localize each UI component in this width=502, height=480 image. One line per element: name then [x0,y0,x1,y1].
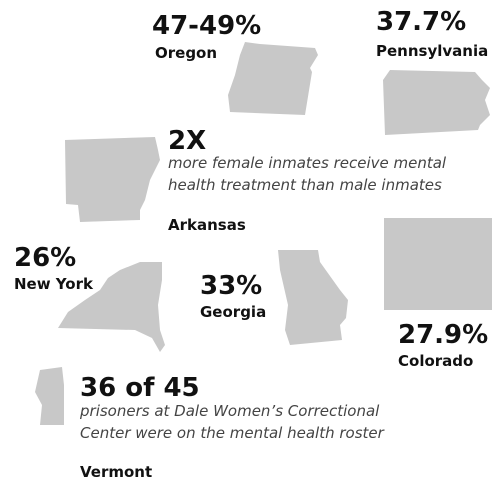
stat: 26% [14,243,76,273]
arkansas-shape [65,137,160,222]
stat: 47-49% [152,11,261,41]
state-name: Oregon [155,44,217,62]
state-name: Georgia [200,303,266,321]
colorado-shape [384,218,492,310]
pennsylvania-shape [383,70,490,135]
state-name: New York [14,275,94,293]
vermont-shape [35,367,64,425]
description: more female inmates receive mental [168,154,447,172]
stat: 36 of 45 [80,373,200,403]
oregon-shape [228,42,318,115]
stat: 27.9% [398,320,488,350]
description: Center were on the mental health roster [80,424,385,442]
stat: 2X [168,126,206,156]
stat: 33% [200,271,262,301]
stat: 37.7% [376,7,466,37]
description: health treatment than male inmates [168,176,442,194]
new-york-shape [58,262,165,352]
state-name: Pennsylvania [376,42,488,60]
state-name: Arkansas [168,216,246,234]
description: prisoners at Dale Women’s Correctional [79,402,380,420]
state-name: Colorado [398,352,473,370]
state-name: Vermont [80,463,152,480]
georgia-shape [278,250,348,345]
